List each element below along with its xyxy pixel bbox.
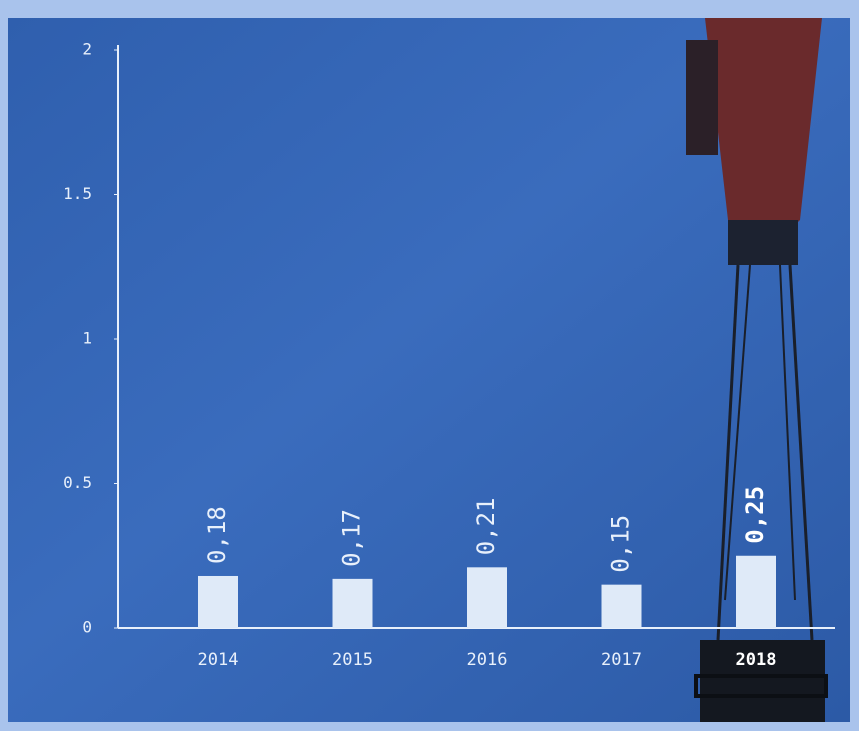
y-tick-label: 0 xyxy=(82,618,92,637)
bar xyxy=(467,567,507,628)
x-tick-label: 2016 xyxy=(467,650,508,670)
y-tick-label: 2 xyxy=(82,40,92,59)
crane xyxy=(686,18,828,722)
x-tick-label: 2018 xyxy=(736,650,777,670)
y-tick-label: 1.5 xyxy=(63,184,92,203)
bar xyxy=(601,584,642,628)
x-tick-label: 2017 xyxy=(601,650,642,670)
value-label: 0,18 xyxy=(203,506,231,564)
bar xyxy=(198,575,238,628)
x-tick-label: 2014 xyxy=(198,650,239,670)
x-tick-label: 2015 xyxy=(332,650,373,670)
y-tick-label: 1 xyxy=(82,329,92,348)
value-label: 0,17 xyxy=(338,509,366,567)
value-label: 0,21 xyxy=(472,498,500,556)
y-tick-label: 0.5 xyxy=(63,473,92,492)
bar xyxy=(332,578,373,628)
bar xyxy=(736,555,776,628)
value-label: 0,15 xyxy=(607,515,635,573)
value-label: 0,25 xyxy=(741,486,769,544)
